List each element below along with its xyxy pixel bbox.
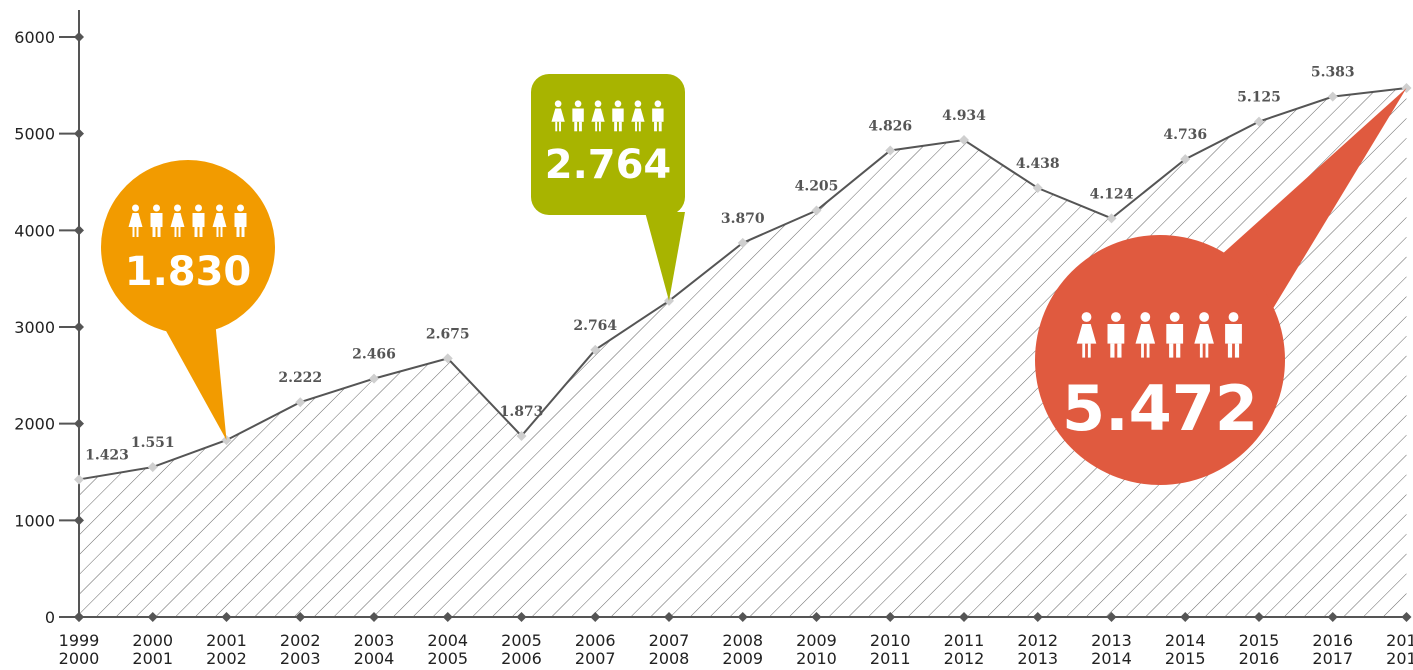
callout-pointer	[645, 212, 685, 301]
x-tick-label: 2012	[1017, 631, 1058, 650]
x-tick-label: 2016	[1239, 649, 1280, 668]
x-tick-label: 2008	[649, 649, 690, 668]
y-tick-label: 0	[45, 608, 55, 627]
x-tick-label: 2002	[206, 649, 247, 668]
y-tick-marker	[74, 129, 84, 139]
value-label: 1.551	[131, 435, 175, 451]
value-label: 4.736	[1163, 127, 1207, 143]
x-tick-label: 2000	[59, 649, 100, 668]
x-tick-label: 2006	[575, 631, 616, 650]
value-label: 3.870	[721, 211, 765, 227]
x-tick-label: 2015	[1165, 649, 1206, 668]
x-tick-label: 2005	[427, 649, 468, 668]
value-label: 4.124	[1090, 186, 1134, 202]
y-tick-label: 2000	[14, 415, 55, 434]
value-label: 2.222	[278, 370, 322, 386]
x-tick-label: 2009	[722, 649, 763, 668]
x-tick-label: 2018	[1386, 649, 1413, 668]
x-tick-label: 2016	[1312, 631, 1353, 650]
value-label: 4.205	[795, 179, 839, 195]
x-tick-label: 2004	[427, 631, 468, 650]
x-tick-label: 2010	[870, 631, 911, 650]
y-tick-label: 3000	[14, 318, 55, 337]
y-tick-label: 1000	[14, 511, 55, 530]
x-tick-label: 2001	[132, 649, 173, 668]
x-tick-label: 2017	[1386, 631, 1413, 650]
value-label: 1.423	[85, 447, 129, 463]
callout-1.830: 1.830	[101, 160, 275, 440]
x-tick-label: 2014	[1091, 649, 1132, 668]
x-tick-label: 2011	[944, 631, 985, 650]
y-tick-marker	[74, 419, 84, 429]
x-tick-label: 2000	[132, 631, 173, 650]
value-label: 2.675	[426, 326, 470, 342]
callout-pointer	[160, 320, 227, 440]
x-tick-label: 2003	[354, 631, 395, 650]
value-label: 2.764	[573, 318, 617, 334]
value-label: 4.934	[942, 108, 986, 124]
x-tick-label: 2012	[944, 649, 985, 668]
x-tick-label: 2015	[1239, 631, 1280, 650]
x-tick-label: 2003	[280, 649, 321, 668]
value-label: 5.125	[1237, 90, 1281, 106]
callout-value: 2.764	[545, 142, 672, 188]
value-label: 4.826	[868, 118, 912, 134]
x-tick-label: 2008	[722, 631, 763, 650]
x-tick-label: 2007	[575, 649, 616, 668]
y-tick-marker	[74, 225, 84, 235]
callout-2.764: 2.764	[531, 74, 685, 301]
x-tick-label: 2013	[1017, 649, 1058, 668]
x-tick-label: 2001	[206, 631, 247, 650]
callout-bubble	[1035, 235, 1285, 485]
y-tick-marker	[74, 32, 84, 42]
x-tick-label: 2009	[796, 631, 837, 650]
y-tick-label: 4000	[14, 221, 55, 240]
x-tick-label: 2006	[501, 649, 542, 668]
value-label: 1.873	[500, 404, 544, 420]
x-tick-label: 2017	[1312, 649, 1353, 668]
value-label: 4.438	[1016, 156, 1060, 172]
x-tick-label: 2014	[1165, 631, 1206, 650]
value-label: 5.383	[1311, 65, 1355, 81]
callout-bubble	[101, 160, 275, 334]
x-tick-label: 2013	[1091, 631, 1132, 650]
y-tick-marker	[74, 322, 84, 332]
x-tick-label: 2010	[796, 649, 837, 668]
x-tick-label: 2007	[649, 631, 690, 650]
x-tick-label: 2005	[501, 631, 542, 650]
x-tick-label: 2004	[354, 649, 395, 668]
x-tick-label: 2011	[870, 649, 911, 668]
x-tick-label: 1999	[59, 631, 100, 650]
y-tick-label: 5000	[14, 125, 55, 144]
x-tick-label: 2002	[280, 631, 321, 650]
callout-value: 1.830	[125, 249, 252, 295]
y-tick-label: 6000	[14, 28, 55, 47]
value-label: 2.466	[352, 347, 396, 363]
callout-value: 5.472	[1062, 372, 1258, 445]
